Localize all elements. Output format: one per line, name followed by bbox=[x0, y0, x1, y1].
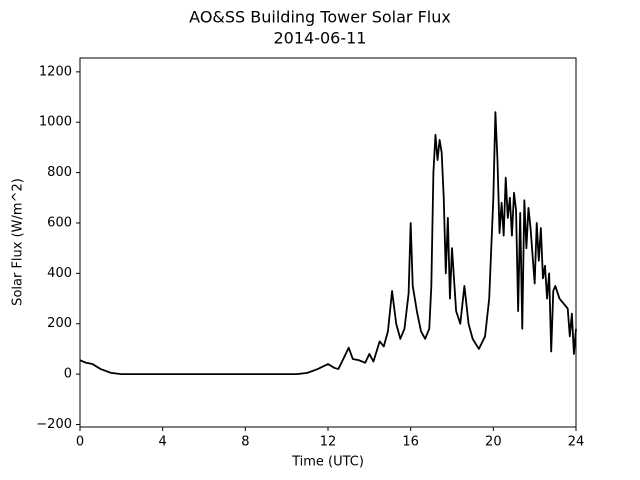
y-tick-label: 200 bbox=[47, 316, 72, 331]
x-tick-label: 24 bbox=[568, 435, 585, 450]
y-tick-label: 400 bbox=[47, 266, 72, 281]
x-tick-label: 0 bbox=[76, 435, 84, 450]
x-tick-label: 12 bbox=[320, 435, 337, 450]
plot-frame bbox=[79, 57, 577, 428]
chart-subtitle: 2014-06-11 bbox=[274, 29, 367, 48]
y-tick-label: 1200 bbox=[39, 64, 72, 79]
x-axis-label: Time (UTC) bbox=[291, 455, 364, 470]
y-tick-label: −200 bbox=[36, 417, 72, 432]
x-tick-label: 8 bbox=[241, 435, 249, 450]
y-tick-label: 1000 bbox=[39, 115, 72, 130]
x-tick-label: 16 bbox=[402, 435, 419, 450]
y-tick-label: 600 bbox=[47, 215, 72, 230]
y-axis-label: Solar Flux (W/m^2) bbox=[11, 178, 26, 306]
chart-title: AO&SS Building Tower Solar Flux bbox=[189, 8, 451, 27]
data-line bbox=[79, 111, 577, 376]
y-tick-label: 0 bbox=[64, 367, 72, 382]
x-tick-label: 4 bbox=[159, 435, 167, 450]
y-tick-label: 800 bbox=[47, 165, 72, 180]
x-tick-label: 20 bbox=[485, 435, 502, 450]
